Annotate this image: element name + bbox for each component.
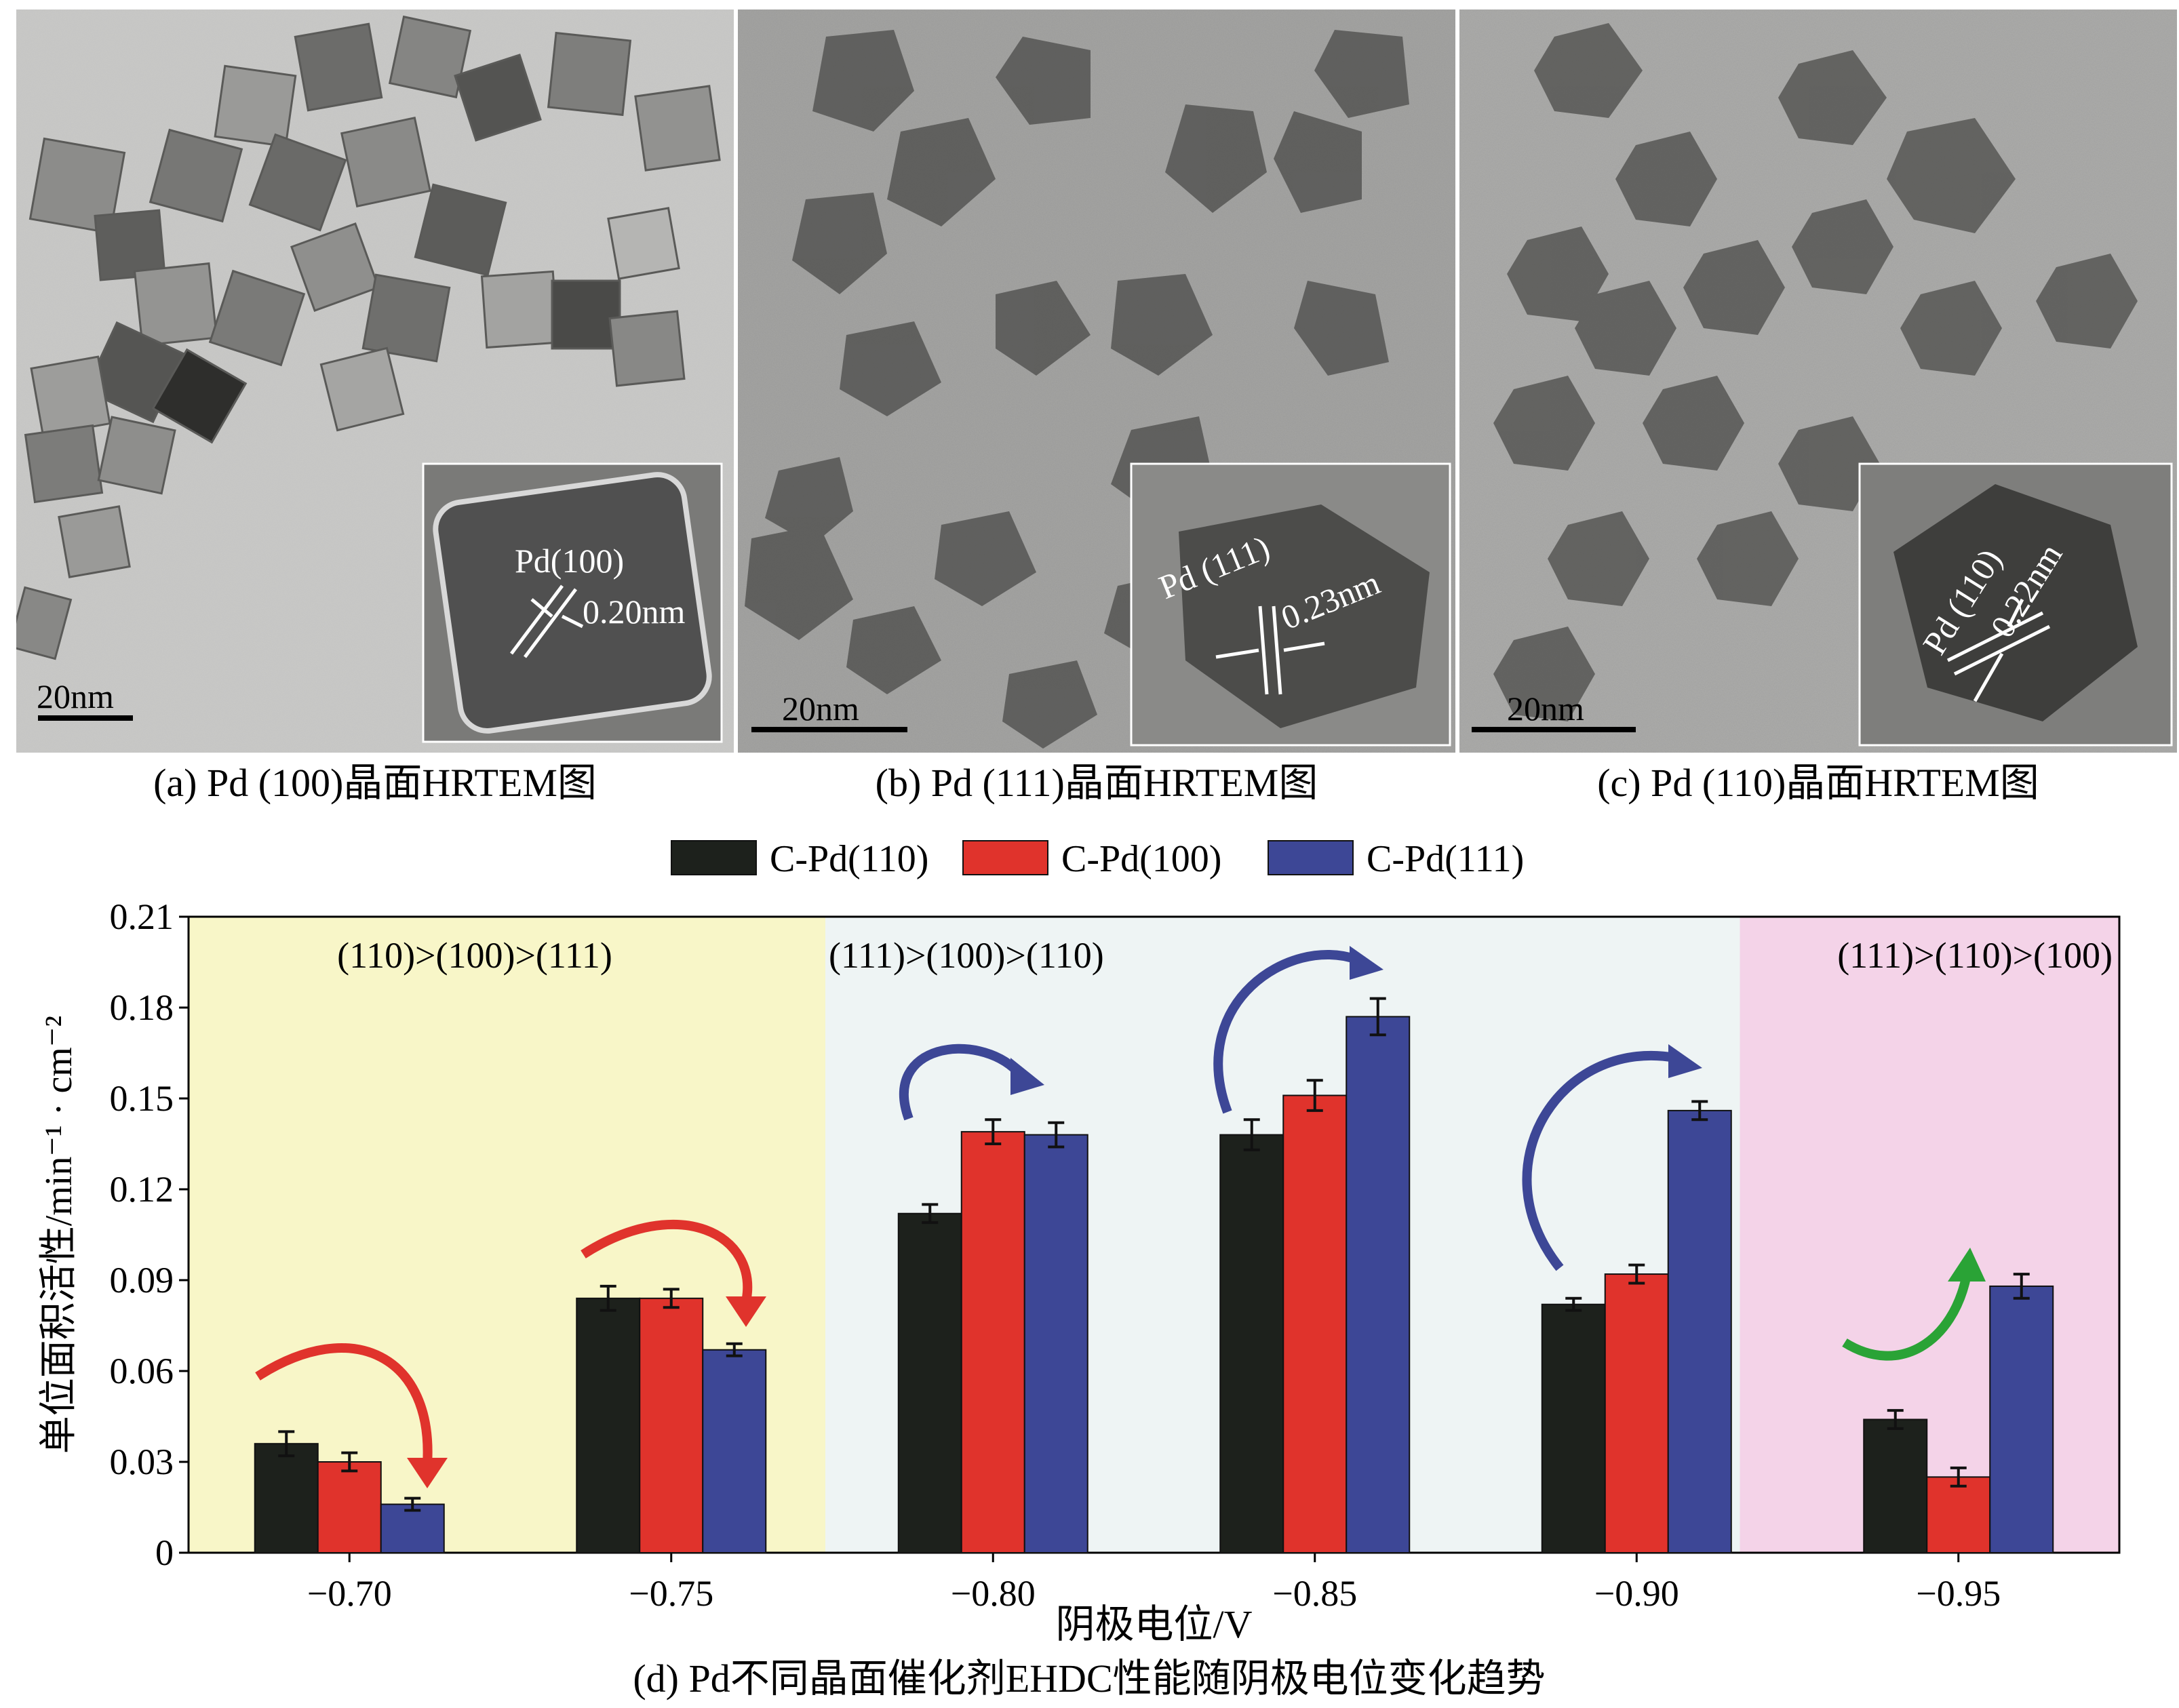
- y-tick-label: 0.18: [110, 987, 174, 1028]
- panel-a-caption: (a) Pd (100)晶面HRTEM图: [153, 761, 597, 805]
- activity-bar-chart: (110)>(100)>(111) (111)>(100)>(110) (111)>…: [38, 838, 2121, 1701]
- y-tick-label: 0.03: [110, 1442, 174, 1482]
- cube-particles: [16, 15, 721, 660]
- bars: [254, 997, 2054, 1554]
- legend-label: C-Pd(110): [770, 838, 928, 880]
- legend-swatch: [1268, 840, 1354, 875]
- bar: [1667, 1109, 1732, 1554]
- y-tick-label: 0.09: [110, 1260, 174, 1300]
- bar: [1541, 1303, 1606, 1553]
- arrow-095: [1842, 1273, 1971, 1361]
- arrow-070: [255, 1343, 433, 1465]
- panel-a-scalebar: 20nm: [37, 677, 133, 721]
- panel-a-inset: Pd(100) 0.20nm: [422, 462, 723, 743]
- bar: [317, 1461, 382, 1553]
- legend-swatch: [962, 840, 1048, 875]
- order-regions: [189, 917, 2119, 1553]
- arrow-090-head: [1668, 1044, 1702, 1078]
- panel-c-inset: Pd (110) 0.22nm: [1858, 462, 2173, 747]
- chart-labels: (110)>(100)>(111) (111)>(100)>(110) (111)>…: [38, 838, 2113, 1701]
- panel-a-spacing-label: 0.20nm: [583, 593, 686, 631]
- panel-b-inset: Pd (111) 0.23nm: [1130, 462, 1451, 747]
- x-tick-label: −0.90: [1594, 1573, 1679, 1614]
- legend-label: C-Pd(111): [1367, 838, 1524, 880]
- x-axis-label: 阴极电位/V: [1055, 1602, 1252, 1646]
- bar: [1023, 1134, 1088, 1554]
- y-tick-label: 0.12: [110, 1169, 174, 1210]
- panel-c-caption: (c) Pd (110)晶面HRTEM图: [1597, 761, 2039, 805]
- bar: [1863, 1418, 1928, 1554]
- bar: [1989, 1285, 2054, 1554]
- bar: [1346, 1016, 1411, 1553]
- arrow-080-head: [1010, 1058, 1044, 1095]
- arrow-075-head: [726, 1296, 766, 1327]
- panel-a-scale-label: 20nm: [37, 677, 114, 715]
- arrow-080: [899, 1044, 1021, 1121]
- panel-d-caption: (d) Pd不同晶面催化剂EHDC性能随阴极电位变化趋势: [633, 1656, 1545, 1701]
- panel-b-micrograph: Pd (111) 0.23nm 20nm: [738, 9, 1455, 753]
- arrow-070-head: [407, 1458, 448, 1488]
- x-tick-label: −0.75: [629, 1573, 713, 1614]
- panel-c-scale-label: 20nm: [1507, 690, 1584, 728]
- region-3: [1740, 917, 2119, 1553]
- arrow-095-head: [1948, 1248, 1986, 1282]
- y-tick-label: 0.21: [110, 896, 174, 937]
- bar: [1604, 1273, 1669, 1553]
- panel-c-micrograph: Pd (110) 0.22nm 20nm: [1459, 9, 2177, 753]
- x-tick-label: −0.80: [951, 1573, 1036, 1614]
- arrow-085-head: [1350, 946, 1383, 980]
- panel-a-plane-label: Pd(100): [515, 542, 624, 580]
- y-tick-label: 0.15: [110, 1078, 174, 1119]
- x-tick-label: −0.70: [307, 1573, 392, 1614]
- bar: [1219, 1134, 1284, 1554]
- panel-b-scale-label: 20nm: [782, 690, 859, 728]
- bar: [897, 1212, 962, 1553]
- region-label-3: (111)>(110)>(100): [1837, 935, 2113, 976]
- bar: [380, 1503, 445, 1553]
- panel-a-micrograph: Pd(100) 0.20nm 20nm: [16, 9, 734, 753]
- trend-arrows: [255, 946, 1986, 1488]
- bar: [254, 1443, 319, 1554]
- arrow-085: [1213, 950, 1358, 1114]
- panel-b-caption: (b) Pd (111)晶面HRTEM图: [875, 761, 1318, 805]
- arrow-090: [1522, 1050, 1676, 1271]
- bar: [639, 1297, 704, 1553]
- region-label-1: (110)>(100)>(111): [337, 935, 612, 976]
- bar: [1926, 1476, 1991, 1553]
- panel-b-scalebar: 20nm: [751, 690, 907, 732]
- y-axis-label: 单位面积活性/min⁻¹ · cm⁻²: [38, 1016, 80, 1454]
- panel-c-scalebar: 20nm: [1472, 690, 1636, 732]
- axes: [179, 915, 2121, 1562]
- y-tick-label: 0: [155, 1532, 174, 1573]
- legend-label: C-Pd(100): [1061, 838, 1221, 880]
- bar: [576, 1297, 641, 1553]
- y-tick-label: 0.06: [110, 1351, 174, 1391]
- bar: [702, 1349, 767, 1553]
- bar: [1282, 1094, 1348, 1553]
- plot-frame: [187, 915, 2121, 1554]
- x-tick-label: −0.85: [1272, 1573, 1357, 1614]
- legend-swatch: [671, 840, 757, 875]
- x-tick-label: −0.95: [1916, 1573, 2001, 1614]
- bar: [960, 1131, 1025, 1553]
- arrow-075: [581, 1219, 753, 1303]
- region-label-2: (111)>(100)>(110): [829, 935, 1104, 976]
